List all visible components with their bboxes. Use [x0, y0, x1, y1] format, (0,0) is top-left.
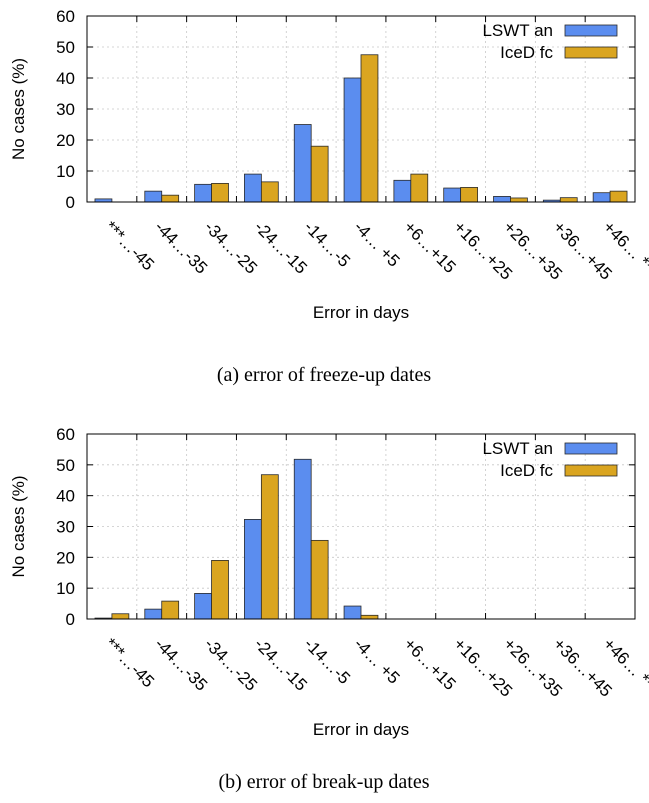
legend-label: IceD fc: [500, 461, 553, 480]
bar-iced-fc: [211, 560, 229, 620]
bar-iced-fc: [310, 539, 329, 620]
chart-freeze-up: 0 10 20 30 40 50 60 ***…-45-44…-35-34…-25-24…-1…: [9, 7, 649, 386]
bar-lswt-an: [393, 179, 412, 203]
x-tick-label: +6…+15: [400, 634, 460, 694]
x-axis-label: Error in days: [313, 303, 409, 322]
x-tick-label: ***…-45: [101, 217, 158, 274]
bar-lswt-an: [443, 187, 462, 203]
x-tick-label: +6…+15: [400, 217, 460, 277]
x-tick-label: -24…-15: [251, 217, 311, 277]
x-axis-label: Error in days: [313, 720, 409, 739]
x-tick-label: -44…-35: [151, 217, 211, 277]
bar-iced-fc: [360, 614, 379, 620]
y-tick-label: 30: [56, 518, 75, 537]
bar-lswt-an: [144, 608, 163, 620]
bar-lswt-an: [293, 458, 312, 620]
legend-label: LSWT an: [482, 21, 553, 40]
y-tick-label: 0: [66, 193, 75, 212]
legend-label: LSWT an: [482, 439, 553, 458]
x-tick-label: -44…-35: [151, 634, 211, 694]
bar-lswt-an: [144, 190, 163, 203]
bar-iced-fc: [510, 197, 528, 203]
bar-iced-fc: [111, 613, 130, 620]
legend-swatch: [564, 464, 618, 477]
x-tick-label: -34…-25: [201, 217, 261, 277]
bar-iced-fc: [360, 54, 379, 203]
x-tick-label: -4… +5: [350, 634, 403, 687]
bar-iced-fc: [260, 181, 279, 203]
bar-lswt-an: [343, 77, 362, 203]
y-tick-label: 40: [56, 487, 75, 506]
y-axis-label: No cases (%): [9, 58, 28, 160]
bar-lswt-an: [592, 192, 611, 203]
bar-iced-fc: [161, 600, 180, 620]
bar-iced-fc: [410, 173, 429, 203]
bar-lswt-an: [194, 183, 212, 203]
bar-iced-fc: [161, 194, 180, 203]
bar-iced-fc: [211, 182, 229, 203]
legend-swatch: [564, 442, 618, 455]
bar-lswt-an: [244, 173, 262, 203]
y-tick-label: 50: [56, 38, 75, 57]
legend-swatch: [564, 46, 618, 59]
x-tick-label: -4… +5: [350, 217, 403, 270]
bar-iced-fc: [609, 190, 628, 203]
bar-lswt-an: [493, 196, 511, 203]
y-tick-label: 10: [56, 162, 75, 181]
figure-caption: (a) error of freeze-up dates: [217, 364, 432, 386]
bar-iced-fc: [260, 474, 279, 620]
y-tick-label: 20: [56, 131, 75, 150]
bar-lswt-an: [194, 593, 212, 620]
y-tick-label: 20: [56, 548, 75, 567]
figure-caption: (b) error of break-up dates: [218, 771, 429, 793]
y-tick-label: 60: [56, 7, 75, 26]
y-tick-label: 0: [66, 610, 75, 629]
bar-iced-fc: [310, 145, 329, 203]
y-tick-label: 30: [56, 100, 75, 119]
y-tick-label: 50: [56, 456, 75, 475]
bar-iced-fc: [559, 197, 578, 203]
y-axis-label: No cases (%): [9, 475, 28, 577]
y-tick-label: 60: [56, 425, 75, 444]
bar-lswt-an: [293, 124, 312, 203]
bar-lswt-an: [244, 519, 262, 620]
x-tick-label: -24…-15: [251, 634, 311, 694]
bar-lswt-an: [343, 605, 362, 620]
y-tick-label: 10: [56, 579, 75, 598]
legend-label: IceD fc: [500, 43, 553, 62]
y-tick-label: 40: [56, 69, 75, 88]
x-tick-label: -34…-25: [201, 634, 261, 694]
legend-swatch: [564, 24, 618, 37]
chart-break-up: 0 10 20 30 40 50 60 ***…-45-44…-35-34…-25-24…-1…: [9, 425, 649, 793]
x-tick-label: ***…-45: [101, 634, 158, 691]
bar-iced-fc: [460, 187, 478, 203]
